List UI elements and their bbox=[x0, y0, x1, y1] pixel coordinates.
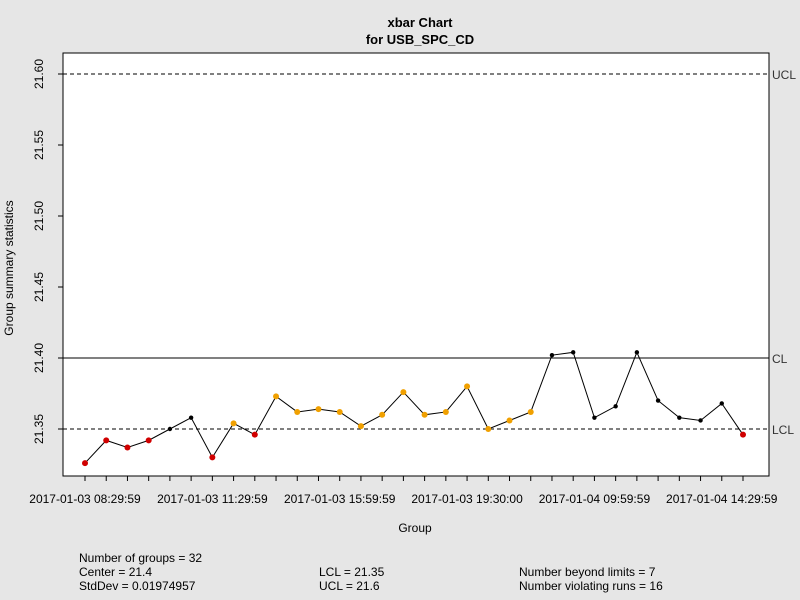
data-point bbox=[506, 417, 513, 424]
stat-runs: Number violating runs = 16 bbox=[519, 579, 663, 593]
x-axis-label: Group bbox=[398, 521, 432, 535]
data-point bbox=[527, 408, 534, 415]
x-tick-label: 2017-01-03 15:59:59 bbox=[284, 492, 396, 506]
data-point bbox=[82, 460, 88, 467]
y-tick-label: 21.50 bbox=[32, 201, 46, 231]
data-point bbox=[655, 398, 661, 403]
control-lines: UCL CL LCL bbox=[63, 68, 796, 437]
x-tick-label: 2017-01-04 14:29:59 bbox=[666, 492, 778, 506]
data-point bbox=[251, 431, 258, 438]
x-tick-label: 2017-01-04 09:59:59 bbox=[539, 492, 651, 506]
data-point bbox=[549, 352, 555, 358]
data-point bbox=[294, 408, 301, 415]
stat-stddev: StdDev = 0.01974957 bbox=[79, 579, 196, 593]
data-point bbox=[464, 383, 471, 390]
line-label-ucl: UCL bbox=[772, 68, 796, 82]
data-point bbox=[230, 420, 237, 427]
x-tick-label: 2017-01-03 19:30:00 bbox=[411, 492, 523, 506]
data-point bbox=[336, 408, 343, 415]
stat-groups: Number of groups = 32 bbox=[79, 551, 203, 565]
xbar-series-line bbox=[84, 351, 744, 464]
data-point bbox=[145, 437, 152, 444]
data-point bbox=[357, 423, 364, 430]
x-axis: 2017-01-03 08:29:59 2017-01-03 11:29:59 20… bbox=[29, 475, 778, 506]
stats-col-2: LCL = 21.35 UCL = 21.6 bbox=[319, 565, 384, 593]
y-axis-label: Group summary statistics bbox=[2, 200, 16, 335]
data-point bbox=[677, 415, 682, 420]
data-point bbox=[188, 415, 194, 420]
line-label-cl: CL bbox=[772, 352, 788, 366]
data-point bbox=[698, 418, 703, 423]
data-point bbox=[379, 411, 386, 418]
y-tick-label: 21.35 bbox=[32, 414, 46, 444]
series-line bbox=[84, 351, 744, 464]
stats-col-1: Number of groups = 32 Center = 21.4 StdD… bbox=[79, 551, 202, 593]
stats-col-3: Number beyond limits = 7 Number violatin… bbox=[519, 565, 663, 593]
data-point bbox=[103, 437, 110, 444]
y-tick-label: 21.55 bbox=[32, 130, 46, 160]
data-point bbox=[124, 444, 131, 451]
data-point bbox=[421, 411, 428, 418]
data-point bbox=[719, 401, 724, 406]
stat-ucl: UCL = 21.6 bbox=[319, 579, 380, 593]
y-tick-label: 21.45 bbox=[32, 272, 46, 302]
stat-beyond: Number beyond limits = 7 bbox=[519, 565, 656, 579]
stat-center: Center = 21.4 bbox=[79, 565, 153, 579]
x-tick-label: 2017-01-03 08:29:59 bbox=[29, 492, 141, 506]
plot-area bbox=[62, 52, 770, 477]
data-point bbox=[400, 389, 407, 396]
data-point bbox=[570, 350, 576, 355]
data-point bbox=[592, 415, 597, 420]
data-point bbox=[167, 426, 173, 432]
stat-lcl: LCL = 21.35 bbox=[319, 565, 385, 579]
chart-subtitle: for USB_SPC_CD bbox=[366, 32, 474, 47]
chart-title: xbar Chart bbox=[387, 15, 453, 30]
data-points bbox=[82, 350, 746, 467]
y-tick-label: 21.60 bbox=[32, 59, 46, 89]
data-point bbox=[613, 404, 618, 409]
line-label-lcl: LCL bbox=[772, 423, 794, 437]
y-tick-label: 21.40 bbox=[32, 343, 46, 373]
data-point bbox=[634, 350, 640, 355]
data-point bbox=[485, 426, 492, 432]
data-point bbox=[209, 454, 216, 461]
y-axis: 21.35 21.40 21.45 21.50 21.55 21.60 bbox=[32, 59, 64, 444]
data-point bbox=[273, 393, 280, 400]
x-tick-label: 2017-01-03 11:29:59 bbox=[157, 492, 268, 506]
data-point bbox=[315, 406, 322, 413]
data-point bbox=[442, 408, 449, 415]
data-point bbox=[740, 431, 746, 438]
